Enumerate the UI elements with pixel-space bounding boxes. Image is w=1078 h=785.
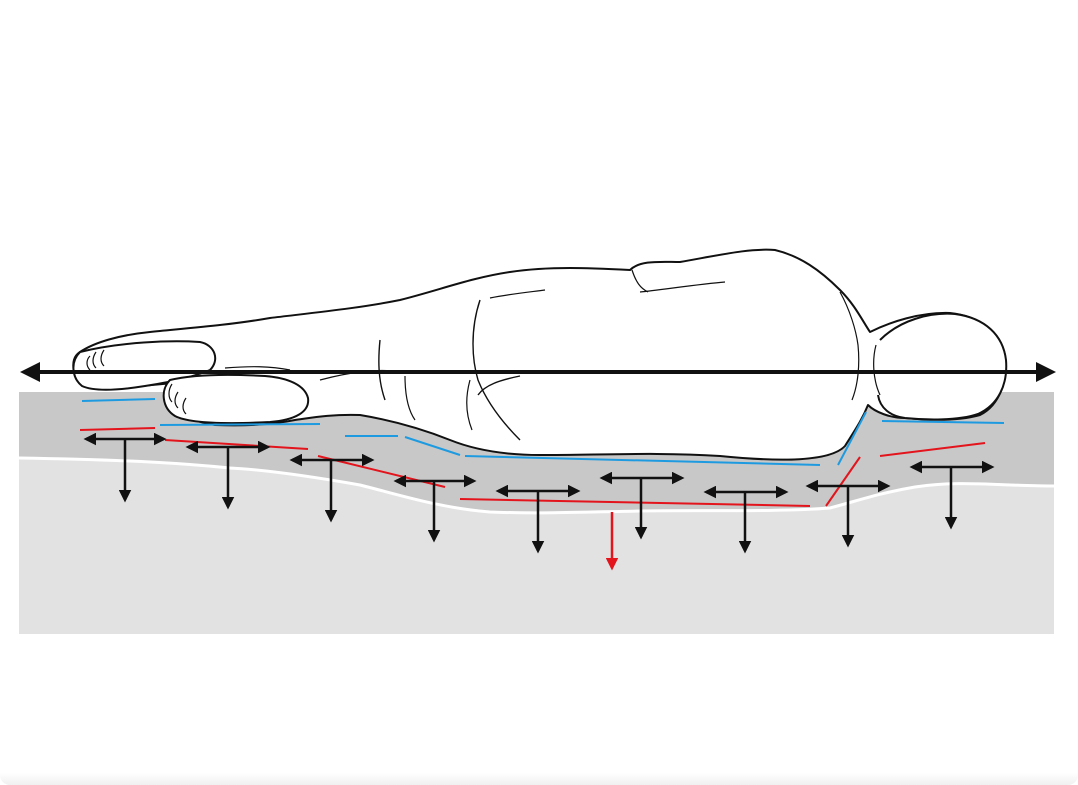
support-arrow-8 bbox=[805, 479, 891, 548]
support-arrow-4 bbox=[393, 474, 477, 543]
support-arrow-3 bbox=[289, 453, 375, 523]
support-arrow-9 bbox=[909, 460, 995, 530]
support-arrow-6 bbox=[599, 471, 685, 540]
support-force-arrows bbox=[83, 432, 995, 554]
support-arrow-7 bbox=[703, 485, 789, 554]
blue-contact-lines bbox=[81, 398, 1005, 466]
support-arrow-5 bbox=[495, 484, 581, 554]
head-outline bbox=[877, 312, 1008, 421]
support-arrow-2 bbox=[185, 440, 271, 510]
mattress-highlight-line bbox=[18, 456, 1055, 515]
bottom-edge-shadow bbox=[0, 773, 1078, 785]
support-arrow-1 bbox=[83, 432, 167, 503]
